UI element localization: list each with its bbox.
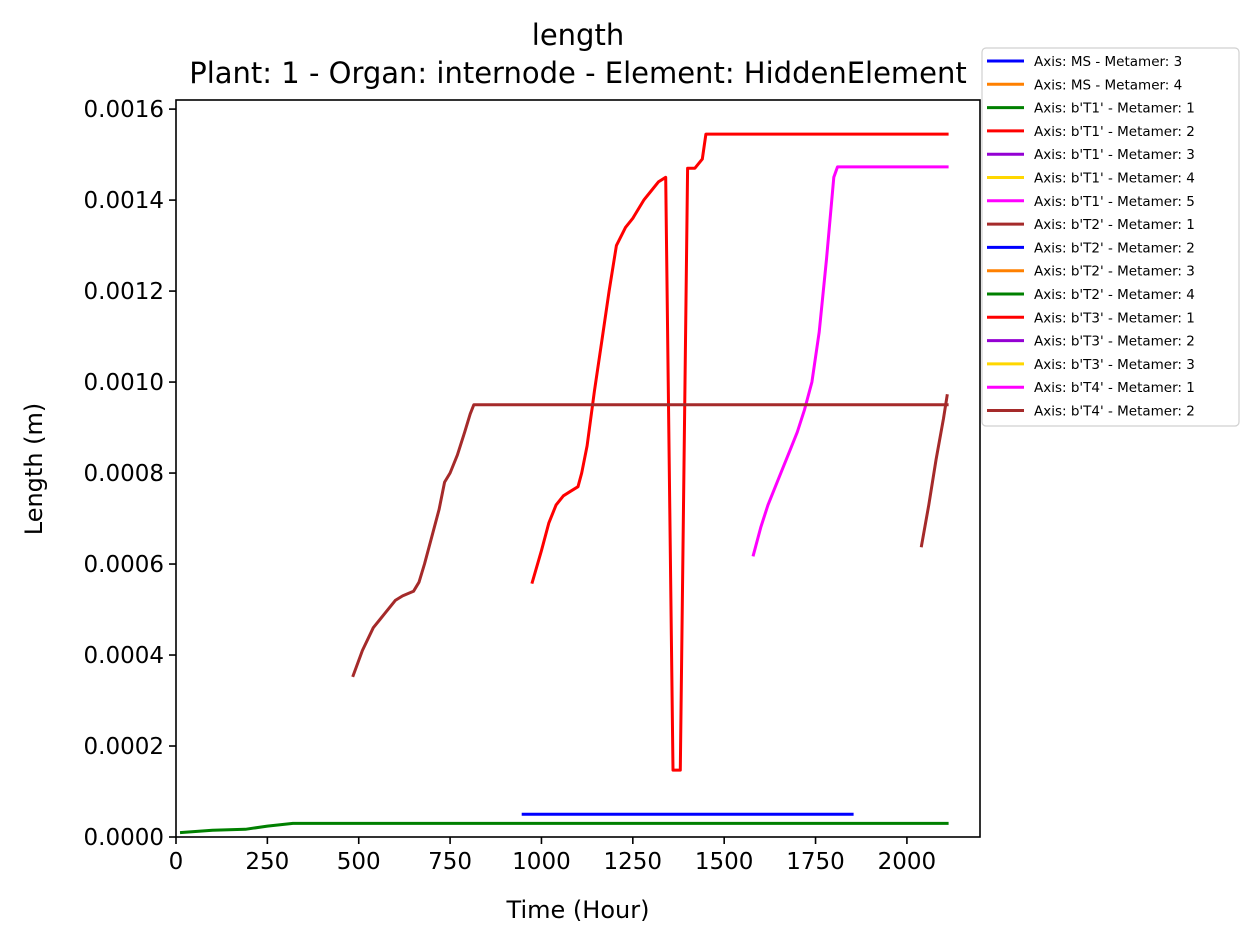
axes: 0 250 500 750 1000 1250 1500 1750 2000 0.0000 0.00… bbox=[84, 97, 981, 875]
legend-entry-label: Axis: b'T3' - Metamer: 1 bbox=[1034, 310, 1195, 326]
x-tick-label: 0 bbox=[169, 849, 184, 875]
legend-box bbox=[981, 47, 1240, 427]
series-line-2 bbox=[179, 821, 949, 835]
y-tick-label: 0.0002 bbox=[84, 734, 164, 760]
x-tick-label: 1750 bbox=[786, 849, 845, 875]
legend-entry-label: Axis: b'T3' - Metamer: 2 bbox=[1034, 334, 1195, 350]
legend-entry-label: Axis: b'T4' - Metamer: 1 bbox=[1034, 380, 1195, 396]
legend-entry-label: Axis: b'T1' - Metamer: 2 bbox=[1034, 124, 1195, 140]
x-tick-label: 1250 bbox=[604, 849, 663, 875]
y-axis-label: Length (m) bbox=[20, 403, 48, 536]
legend-entry-label: Axis: b'T1' - Metamer: 1 bbox=[1034, 101, 1195, 117]
x-tick-label: 250 bbox=[245, 849, 289, 875]
x-tick-label: 500 bbox=[337, 849, 381, 875]
y-tick-label: 0.0006 bbox=[84, 552, 164, 578]
chart-subtitle: Plant: 1 - Organ: internode - Element: H… bbox=[189, 56, 967, 90]
legend-entry-label: Axis: b'T4' - Metamer: 2 bbox=[1034, 404, 1195, 420]
y-tick-label: 0.0016 bbox=[84, 97, 164, 123]
legend-entry-label: Axis: b'T2' - Metamer: 2 bbox=[1034, 240, 1195, 256]
x-axis-label: Time (Hour) bbox=[506, 896, 650, 924]
legend: Axis: MS - Metamer: 3 Axis: MS - Metamer:… bbox=[981, 47, 1240, 427]
series-line-6 bbox=[751, 165, 949, 557]
x-tick-label: 1000 bbox=[512, 849, 571, 875]
y-tick-label: 0.0004 bbox=[84, 643, 164, 669]
legend-entry-label: Axis: MS - Metamer: 3 bbox=[1034, 54, 1182, 70]
y-tick-label: 0.0000 bbox=[84, 825, 164, 851]
y-tick-label: 0.0008 bbox=[84, 461, 164, 487]
y-tick-label: 0.0010 bbox=[84, 370, 164, 396]
series-line-3 bbox=[530, 132, 949, 772]
legend-entry-label: Axis: b'T1' - Metamer: 3 bbox=[1034, 147, 1195, 163]
series-line-15 bbox=[919, 393, 949, 548]
y-tick-label: 0.0012 bbox=[84, 279, 164, 305]
legend-entry-label: Axis: b'T2' - Metamer: 3 bbox=[1034, 264, 1195, 280]
x-tick-label: 750 bbox=[428, 849, 472, 875]
legend-entry-label: Axis: b'T2' - Metamer: 4 bbox=[1034, 287, 1195, 303]
plot-area bbox=[179, 132, 949, 835]
plot-frame bbox=[175, 99, 981, 838]
chart-title: length bbox=[532, 18, 624, 52]
x-tick-label: 2000 bbox=[878, 849, 937, 875]
x-tick-label: 1500 bbox=[695, 849, 754, 875]
legend-entry-label: Axis: b'T1' - Metamer: 4 bbox=[1034, 171, 1195, 187]
legend-entry-label: Axis: b'T3' - Metamer: 3 bbox=[1034, 357, 1195, 373]
series-line-7 bbox=[351, 403, 949, 678]
legend-entry-label: Axis: MS - Metamer: 4 bbox=[1034, 77, 1182, 93]
legend-entry-label: Axis: b'T2' - Metamer: 1 bbox=[1034, 217, 1195, 233]
y-tick-label: 0.0014 bbox=[84, 188, 164, 214]
legend-entry-label: Axis: b'T1' - Metamer: 5 bbox=[1034, 194, 1195, 210]
